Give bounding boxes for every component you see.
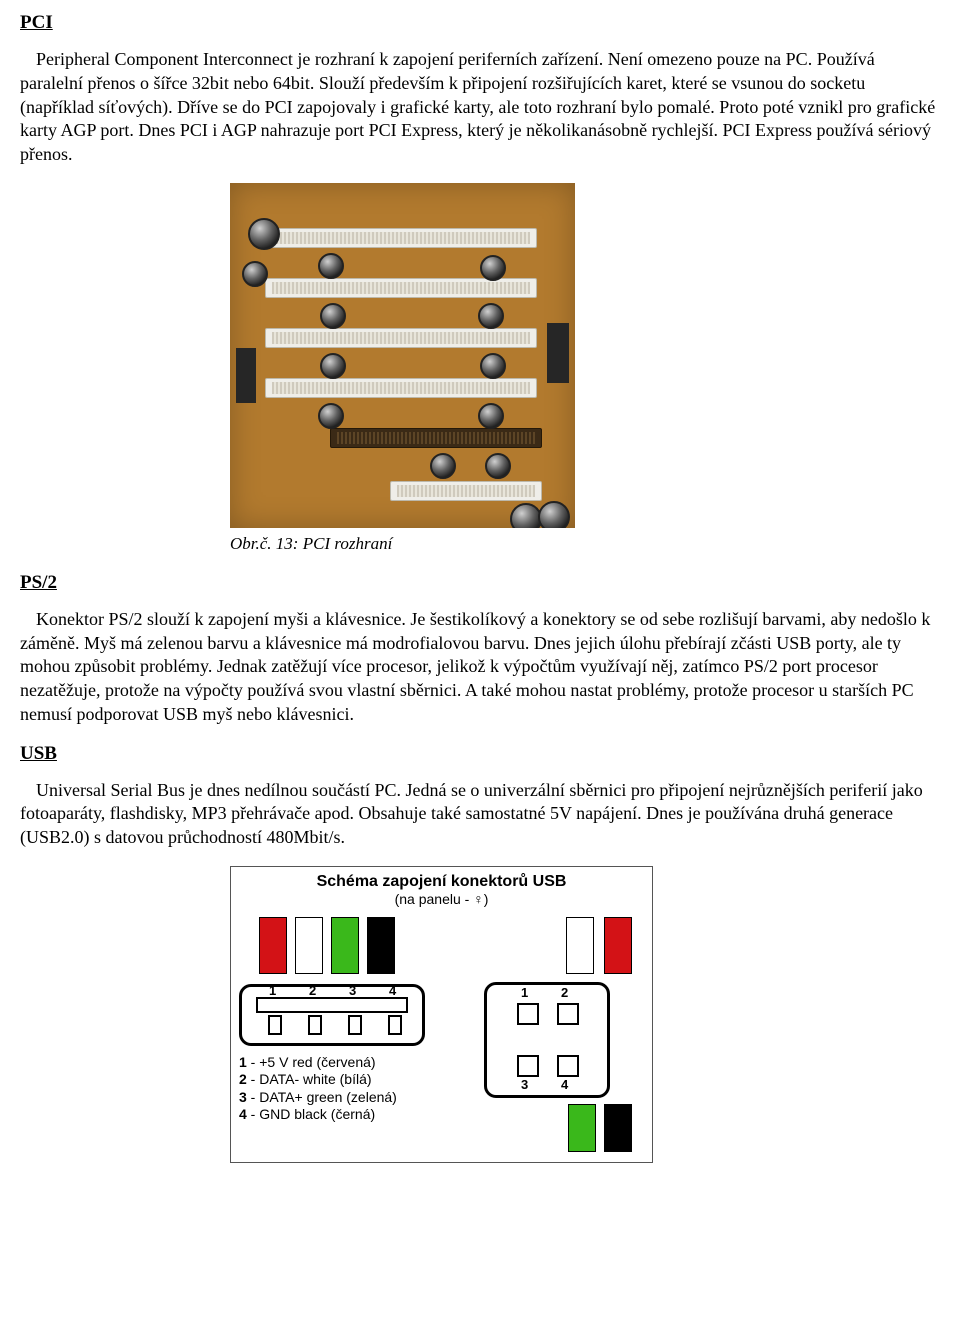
legend-line: 2 - DATA- white (bílá): [239, 1071, 484, 1089]
legend-line: 1 - +5 V red (červená): [239, 1054, 484, 1072]
pin-label: 3: [521, 1077, 528, 1092]
capacitor: [320, 303, 346, 329]
pin-label: 2: [561, 985, 568, 1000]
usb-connector-b: 2 1 3 4: [484, 982, 610, 1098]
heading-usb: USB: [20, 743, 940, 765]
pin-label: 3: [349, 983, 356, 998]
figure-pci: Obr.č. 13: PCI rozhraní: [20, 183, 940, 554]
agp-slot: [330, 428, 542, 448]
capacitor: [478, 303, 504, 329]
usb-connector-a: 1 2 3 4: [239, 984, 425, 1046]
swatch-black: [367, 917, 395, 974]
capacitor: [248, 218, 280, 250]
swatch-green: [568, 1104, 596, 1152]
capacitor: [478, 403, 504, 429]
capacitor: [242, 261, 268, 287]
capacitor: [480, 255, 506, 281]
capacitor: [538, 501, 570, 528]
swatch-white: [566, 917, 594, 974]
pci-slot: [265, 378, 537, 398]
heading-ps2: PS/2: [20, 572, 940, 594]
swatch-black: [604, 1104, 632, 1152]
usb-diagram-subtitle: (na panelu - ♀): [239, 891, 644, 907]
pin-label: 1: [521, 985, 528, 1000]
pci-motherboard-illustration: [230, 183, 575, 528]
pin-label: 1: [269, 983, 276, 998]
chip: [547, 323, 569, 383]
usb-diagram-title: Schéma zapojení konektorů USB: [239, 873, 644, 891]
swatch-green: [331, 917, 359, 974]
swatch-red: [604, 917, 632, 974]
capacitor: [430, 453, 456, 479]
paragraph-pci: Peripheral Component Interconnect je roz…: [20, 48, 940, 167]
pin-label: 4: [389, 983, 396, 998]
pci-slot: [265, 228, 537, 248]
capacitor: [318, 253, 344, 279]
paragraph-ps2: Konektor PS/2 slouží k zapojení myši a k…: [20, 608, 940, 727]
usb-color-swatches-bottom: [488, 1104, 632, 1152]
capacitor: [485, 453, 511, 479]
usb-pin-legend: 1 - +5 V red (červená)2 - DATA- white (b…: [239, 1054, 484, 1124]
heading-pci: PCI: [20, 12, 940, 34]
pci-slot: [265, 328, 537, 348]
legend-line: 3 - DATA+ green (zelená): [239, 1089, 484, 1107]
usb-color-swatches-top: [259, 917, 484, 974]
paragraph-usb: Universal Serial Bus je dnes nedílnou so…: [20, 779, 940, 850]
figure-usb-schematic: Schéma zapojení konektorů USB (na panelu…: [230, 866, 653, 1163]
pin-label: 4: [561, 1077, 568, 1092]
capacitor: [320, 353, 346, 379]
chip: [236, 348, 256, 403]
capacitor: [318, 403, 344, 429]
figure-caption-pci: Obr.č. 13: PCI rozhraní: [230, 534, 940, 554]
swatch-red: [259, 917, 287, 974]
swatch-white: [295, 917, 323, 974]
capacitor: [480, 353, 506, 379]
pci-slot: [390, 481, 542, 501]
pci-slot: [265, 278, 537, 298]
legend-line: 4 - GND black (černá): [239, 1106, 484, 1124]
pin-label: 2: [309, 983, 316, 998]
